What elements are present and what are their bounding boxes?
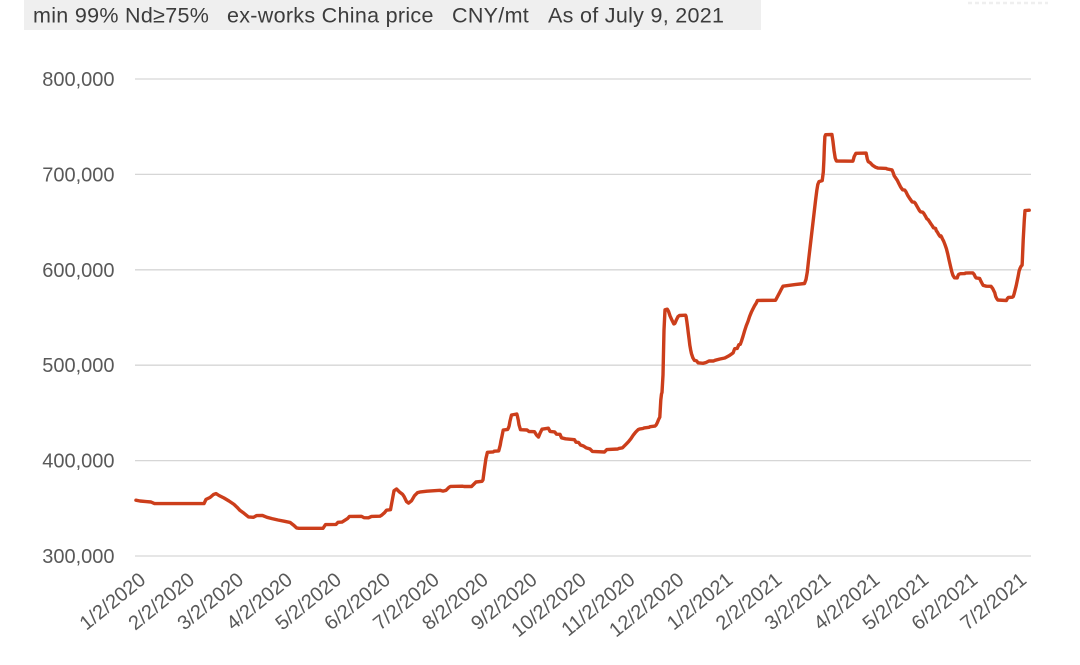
svg-text:800,000: 800,000 [42, 69, 114, 91]
svg-text:300,000: 300,000 [42, 546, 114, 568]
svg-text:600,000: 600,000 [42, 260, 114, 282]
svg-text:CNY/mt: CNY/mt [452, 3, 529, 27]
svg-text:ex-works China price: ex-works China price [227, 3, 434, 27]
svg-text:500,000: 500,000 [42, 355, 114, 377]
svg-text:700,000: 700,000 [42, 164, 114, 186]
svg-text:min 99% Nd≥75%: min 99% Nd≥75% [33, 3, 209, 27]
svg-text:400,000: 400,000 [42, 451, 114, 473]
svg-text:As of July 9, 2021: As of July 9, 2021 [548, 3, 724, 27]
